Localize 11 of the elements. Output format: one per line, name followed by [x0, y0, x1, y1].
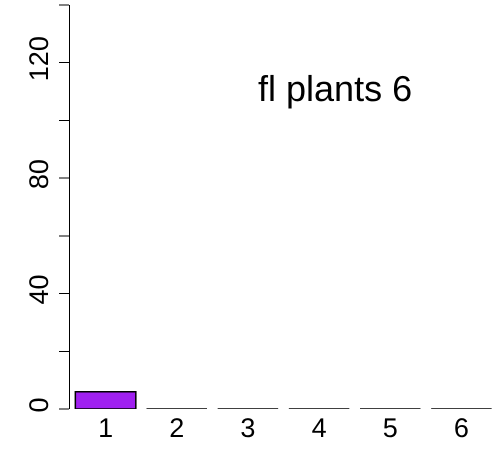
y-tick-label: 80 [24, 159, 54, 190]
x-tick-label: 5 [382, 413, 398, 443]
y-tick-label: 40 [24, 274, 54, 305]
y-tick-label: 120 [24, 36, 54, 82]
y-tick-label: 0 [24, 397, 54, 412]
annotation: fl plants 6 [258, 68, 412, 109]
x-tick-label: 4 [312, 413, 327, 443]
x-tick-label: 1 [98, 413, 114, 443]
x-tick-label: 3 [240, 413, 256, 443]
x-tick-label: 2 [169, 413, 184, 443]
x-tick-label: 6 [454, 413, 469, 443]
